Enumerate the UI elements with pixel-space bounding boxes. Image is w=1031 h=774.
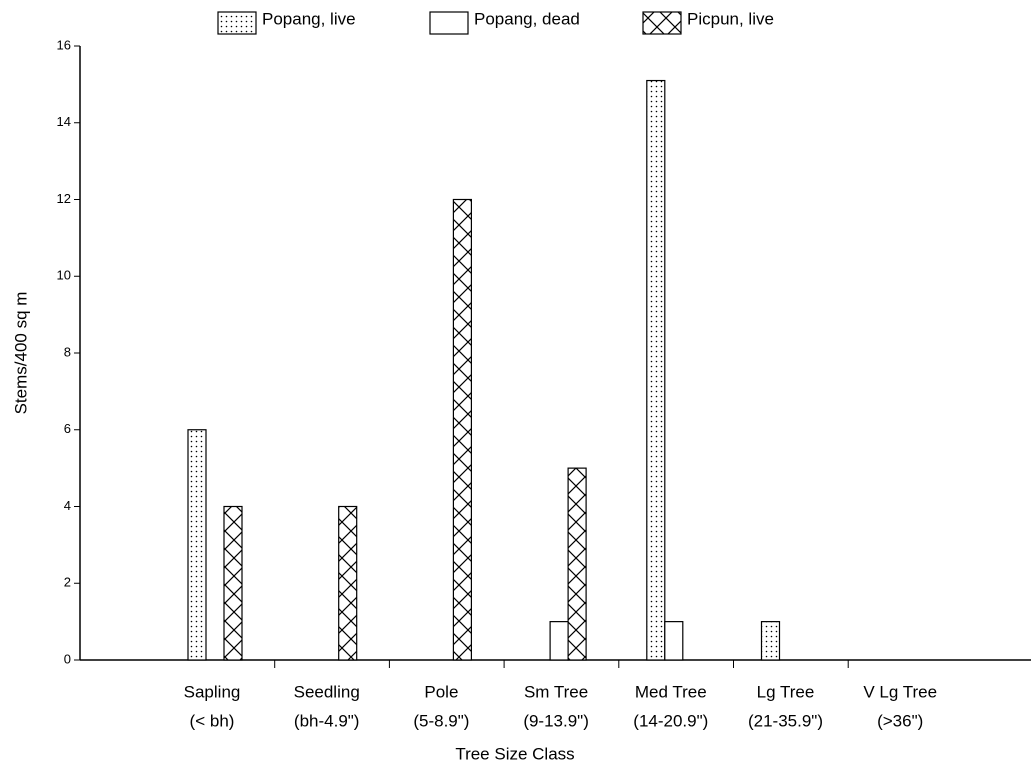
bar	[187, 429, 207, 661]
y-tick-label: 0	[64, 651, 71, 666]
y-tick-label: 2	[64, 575, 71, 590]
x-tick-label: Lg Tree	[757, 682, 815, 701]
y-tick-label: 16	[57, 37, 71, 52]
bar	[664, 621, 684, 661]
x-tick-label: (21-35.9")	[748, 711, 823, 730]
legend-label: Picpun, live	[687, 9, 774, 28]
legend-swatch	[217, 11, 257, 35]
bar	[338, 505, 358, 661]
x-tick-label: V Lg Tree	[863, 682, 937, 701]
legend-swatch	[429, 11, 469, 35]
x-tick-label: (14-20.9")	[633, 711, 708, 730]
bar	[549, 621, 569, 661]
bar	[760, 621, 781, 661]
x-tick-label: (bh-4.9")	[294, 711, 360, 730]
y-tick-label: 4	[64, 498, 71, 513]
y-tick-label: 10	[57, 268, 71, 283]
x-tick-label: Sm Tree	[524, 682, 588, 701]
bar	[452, 198, 472, 661]
legend-swatch	[642, 11, 682, 35]
x-tick-label: (5-8.9")	[413, 711, 469, 730]
x-tick-label: (< bh)	[190, 711, 235, 730]
legend-label: Popang, live	[262, 9, 356, 28]
x-tick-label: Seedling	[294, 682, 360, 701]
x-tick-label: (9-13.9")	[523, 711, 589, 730]
x-tick-label: Pole	[424, 682, 458, 701]
y-tick-label: 8	[64, 344, 71, 359]
legend-label: Popang, dead	[474, 9, 580, 28]
y-tick-label: 12	[57, 191, 71, 206]
x-tick-label: (>36")	[877, 711, 923, 730]
bar	[646, 79, 666, 661]
x-tick-label: Sapling	[184, 682, 241, 701]
x-tick-label: Med Tree	[635, 682, 707, 701]
y-axis-label: Stems/400 sq m	[11, 292, 30, 415]
y-tick-label: 6	[64, 421, 71, 436]
bar	[223, 505, 243, 661]
y-tick-label: 14	[57, 114, 71, 129]
bar	[567, 467, 587, 661]
x-axis-label: Tree Size Class	[455, 744, 574, 763]
